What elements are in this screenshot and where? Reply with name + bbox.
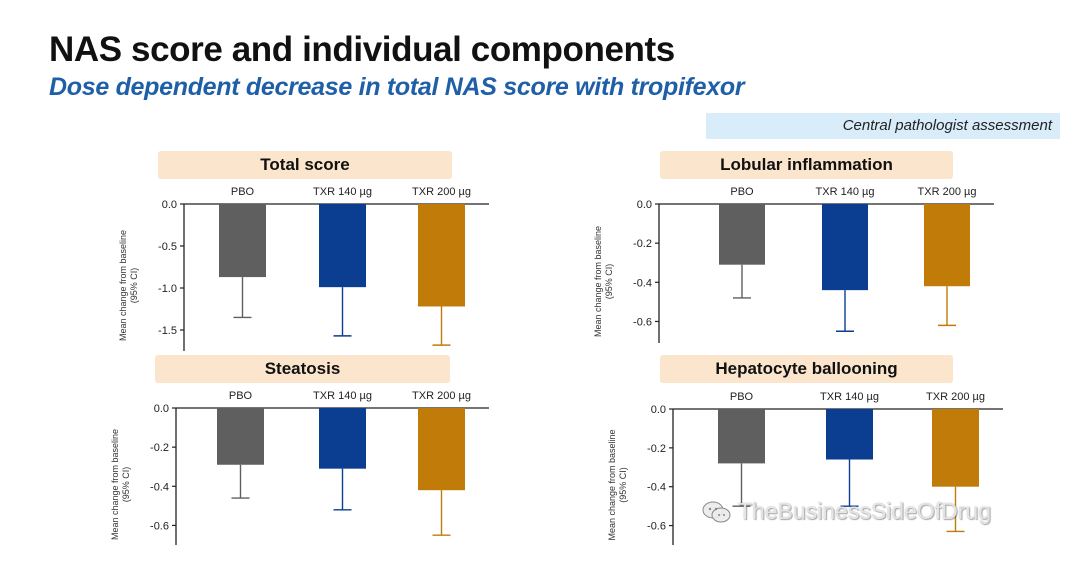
y-tick-label: 0.0 bbox=[651, 404, 666, 416]
page-title: NAS score and individual components bbox=[49, 30, 675, 69]
bar-txr-200-g bbox=[418, 408, 465, 491]
category-label: TXR 200 µg bbox=[918, 186, 977, 198]
chart-panel-total-score: Total score Mean change from baseline(95… bbox=[118, 148, 548, 351]
category-label: TXR 140 µg bbox=[820, 391, 879, 403]
chart-svg: Mean change from baseline(95% CI) 0.0 -0.2… bbox=[110, 390, 489, 545]
category-label: TXR 200 µg bbox=[926, 391, 985, 403]
chart-svg: Mean change from baseline(95% CI) 0.0 -0.5… bbox=[118, 186, 489, 351]
bar-pbo bbox=[719, 204, 765, 265]
y-tick-label: -0.4 bbox=[150, 481, 169, 493]
y-tick-label: -1.5 bbox=[158, 325, 177, 337]
y-tick-label: -0.2 bbox=[633, 238, 652, 250]
y-tick-label: -0.2 bbox=[647, 443, 666, 455]
y-tick-label: -0.6 bbox=[150, 520, 169, 532]
category-label: PBO bbox=[730, 391, 754, 403]
y-axis-label: Mean change from baseline(95% CI) bbox=[110, 429, 131, 540]
bar-txr-200-g bbox=[924, 204, 970, 287]
y-tick-label: 0.0 bbox=[154, 403, 169, 415]
y-tick-label: -0.6 bbox=[633, 316, 652, 328]
y-tick-label: -0.4 bbox=[647, 482, 666, 494]
watermark-text: TheBusinessSideOfDrug bbox=[738, 498, 992, 524]
bar-txr-140-g bbox=[319, 204, 366, 288]
y-tick-label: -0.4 bbox=[633, 277, 652, 289]
category-label: TXR 140 µg bbox=[816, 186, 875, 198]
chart-svg: Mean change from baseline(95% CI) 0.0 -0.2… bbox=[607, 391, 1003, 545]
chart-panel-steatosis: Steatosis Mean change from baseline(95% … bbox=[110, 353, 548, 553]
bar-txr-140-g bbox=[826, 409, 873, 460]
bar-pbo bbox=[217, 408, 264, 465]
chart-title: Steatosis bbox=[155, 355, 450, 383]
category-label: TXR 200 µg bbox=[412, 390, 471, 402]
y-tick-label: -1.0 bbox=[158, 283, 177, 295]
chart-panel-lobular-inflammation: Lobular inflammation Mean change from ba… bbox=[593, 148, 1046, 348]
category-label: TXR 140 µg bbox=[313, 186, 372, 198]
category-label: PBO bbox=[229, 390, 253, 402]
y-tick-label: -0.6 bbox=[647, 521, 666, 533]
y-tick-label: -0.2 bbox=[150, 442, 169, 454]
y-tick-label: 0.0 bbox=[637, 199, 652, 211]
y-axis-label: Mean change from baseline(95% CI) bbox=[607, 429, 628, 540]
assessment-badge: Central pathologist assessment bbox=[706, 113, 1060, 139]
page-subtitle: Dose dependent decrease in total NAS sco… bbox=[49, 73, 745, 101]
category-label: TXR 140 µg bbox=[313, 390, 372, 402]
bar-txr-200-g bbox=[932, 409, 979, 487]
chart-title: Lobular inflammation bbox=[660, 151, 953, 179]
bar-txr-140-g bbox=[319, 408, 366, 469]
y-tick-label: 0.0 bbox=[162, 199, 177, 211]
chart-panel-hepatocyte-ballooning: Hepatocyte ballooning Mean change from b… bbox=[607, 353, 1046, 553]
bar-pbo bbox=[718, 409, 765, 464]
chart-title: Hepatocyte ballooning bbox=[660, 355, 953, 383]
bar-pbo bbox=[219, 204, 266, 278]
chart-svg: Mean change from baseline(95% CI) 0.0 -0.2… bbox=[593, 186, 994, 343]
bar-txr-140-g bbox=[822, 204, 868, 291]
y-tick-label: -0.5 bbox=[158, 241, 177, 253]
y-axis-label: Mean change from baseline(95% CI) bbox=[593, 226, 614, 337]
y-axis-label: Mean change from baseline(95% CI) bbox=[118, 230, 139, 341]
category-label: PBO bbox=[231, 186, 255, 198]
chart-title: Total score bbox=[158, 151, 452, 179]
category-label: TXR 200 µg bbox=[412, 186, 471, 198]
watermark: TheBusinessSideOfDrug bbox=[702, 498, 991, 525]
category-label: PBO bbox=[730, 186, 754, 198]
bar-txr-200-g bbox=[418, 204, 465, 307]
wechat-icon bbox=[702, 501, 731, 522]
